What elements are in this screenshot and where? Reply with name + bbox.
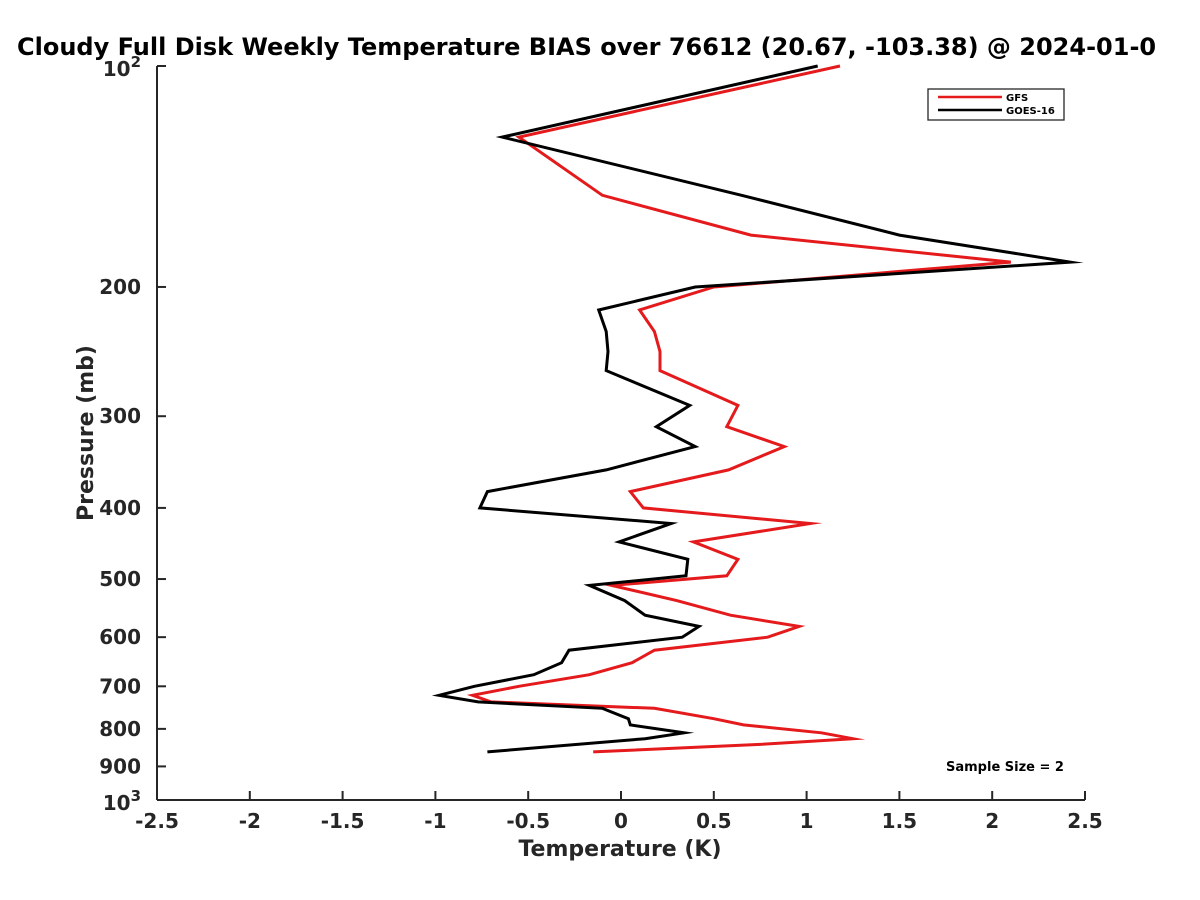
x-tick-label: -1.5	[321, 809, 365, 833]
y-tick-label: 500	[99, 567, 141, 591]
sample-size-annotation: Sample Size = 2	[946, 760, 1064, 775]
y-tick-label: 800	[99, 717, 141, 741]
legend: GFS GOES-16	[927, 88, 1065, 121]
x-tick-label: 1.5	[882, 809, 917, 833]
legend-label-goes16: GOES-16	[1006, 106, 1055, 117]
x-tick-label: 1	[800, 809, 814, 833]
x-tick-label: -0.5	[506, 809, 550, 833]
legend-box	[927, 88, 1065, 121]
y-tick-label: 600	[99, 625, 141, 649]
series-line-goes16	[431, 64, 1084, 754]
series-line-gfs	[466, 64, 1011, 754]
x-tick-label: -1	[424, 809, 446, 833]
axes: -2.5 -2 -1.5 -1 -0.5 0 0.5 1 1.5 2 2.5 200 300 400 500…	[99, 53, 1102, 833]
y-tick-label: 400	[99, 496, 141, 520]
x-tick-label: 2	[985, 809, 999, 833]
y-axis-label: Pressure (mb)	[74, 345, 99, 521]
x-tick-label: 2.5	[1067, 809, 1102, 833]
x-tick-label: -2	[239, 809, 261, 833]
y-tick-label: 200	[99, 275, 141, 299]
x-axis-label: Temperature (K)	[518, 837, 721, 862]
y-tick-label: 103	[103, 787, 141, 815]
legend-label-gfs: GFS	[1006, 93, 1028, 104]
x-tick-label: -2.5	[135, 809, 179, 833]
x-tick-label: 0.5	[696, 809, 731, 833]
y-tick-label: 102	[103, 53, 141, 81]
series-layer	[431, 64, 1084, 754]
y-tick-label: 300	[99, 404, 141, 428]
x-tick-label: 0	[614, 809, 628, 833]
chart-title: Cloudy Full Disk Weekly Temperature BIAS…	[17, 33, 1156, 61]
y-tick-label: 700	[99, 674, 141, 698]
y-tick-label: 900	[99, 754, 141, 778]
